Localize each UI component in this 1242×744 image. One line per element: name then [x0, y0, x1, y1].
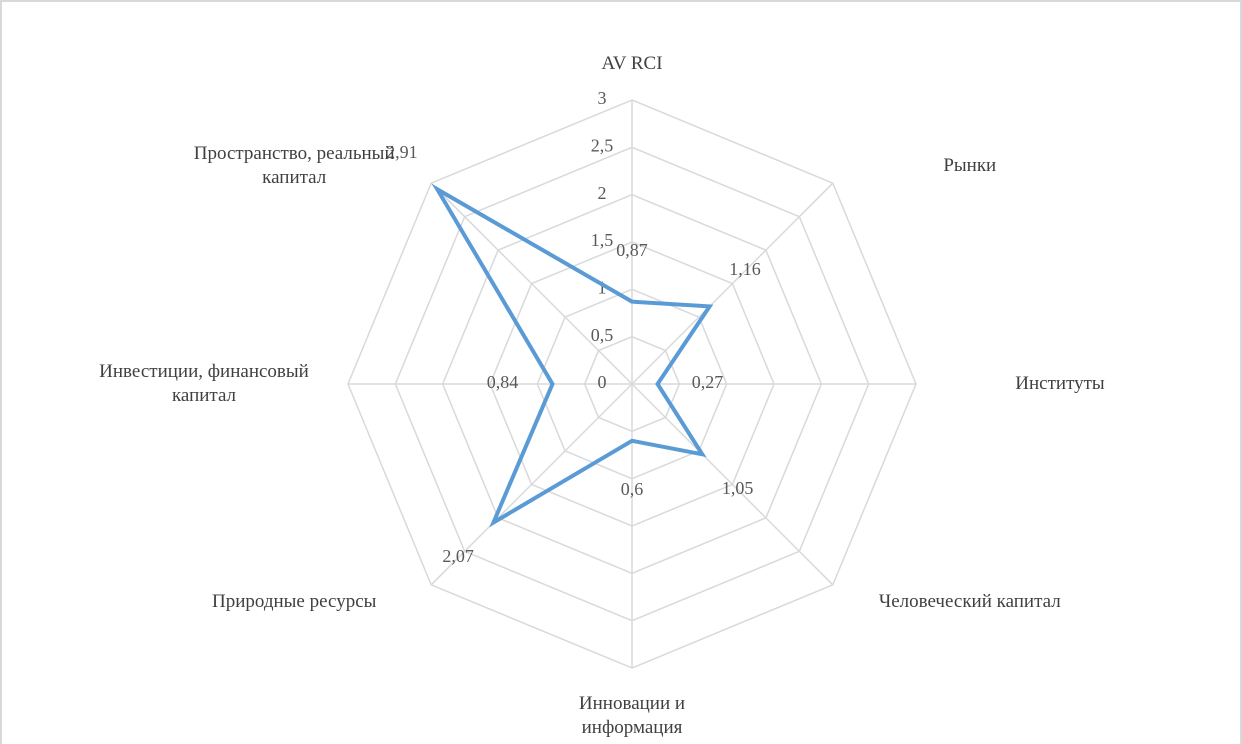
data-label: 0,87	[616, 240, 648, 260]
spoke	[631, 182, 834, 385]
category-label: Природные ресурсы	[211, 590, 377, 612]
data-label: 0,84	[487, 372, 519, 392]
category-label: Рынки	[943, 155, 997, 177]
category-label: Человеческий капитал	[878, 590, 1061, 612]
data-label: 1,16	[729, 259, 761, 279]
y-tick-label: 2,5	[591, 135, 614, 155]
category-label: Институты	[1015, 373, 1105, 394]
series-line	[431, 183, 714, 528]
y-tick-label: 1	[598, 277, 607, 297]
data-label: 2,91	[386, 142, 418, 162]
spoke	[430, 383, 633, 586]
data-label: 2,07	[442, 546, 474, 566]
category-label: Инвестиции, финансовый капитал	[99, 361, 309, 406]
data-label: 0,27	[692, 372, 724, 392]
category-label: AV RCI	[601, 53, 663, 74]
category-label: Инновации и информация	[578, 693, 686, 738]
spoke	[430, 182, 633, 385]
data-label: 1,05	[722, 478, 754, 498]
data-label: 0,6	[621, 479, 644, 499]
y-tick-label: 2	[598, 183, 607, 203]
category-label: Пространство, реальный капитал	[193, 143, 395, 189]
y-tick-label: 0,5	[591, 325, 614, 345]
y-tick-label: 3	[598, 88, 607, 108]
spoke	[631, 383, 834, 586]
y-tick-label: 0	[598, 372, 607, 392]
y-tick-label: 1,5	[591, 230, 614, 250]
